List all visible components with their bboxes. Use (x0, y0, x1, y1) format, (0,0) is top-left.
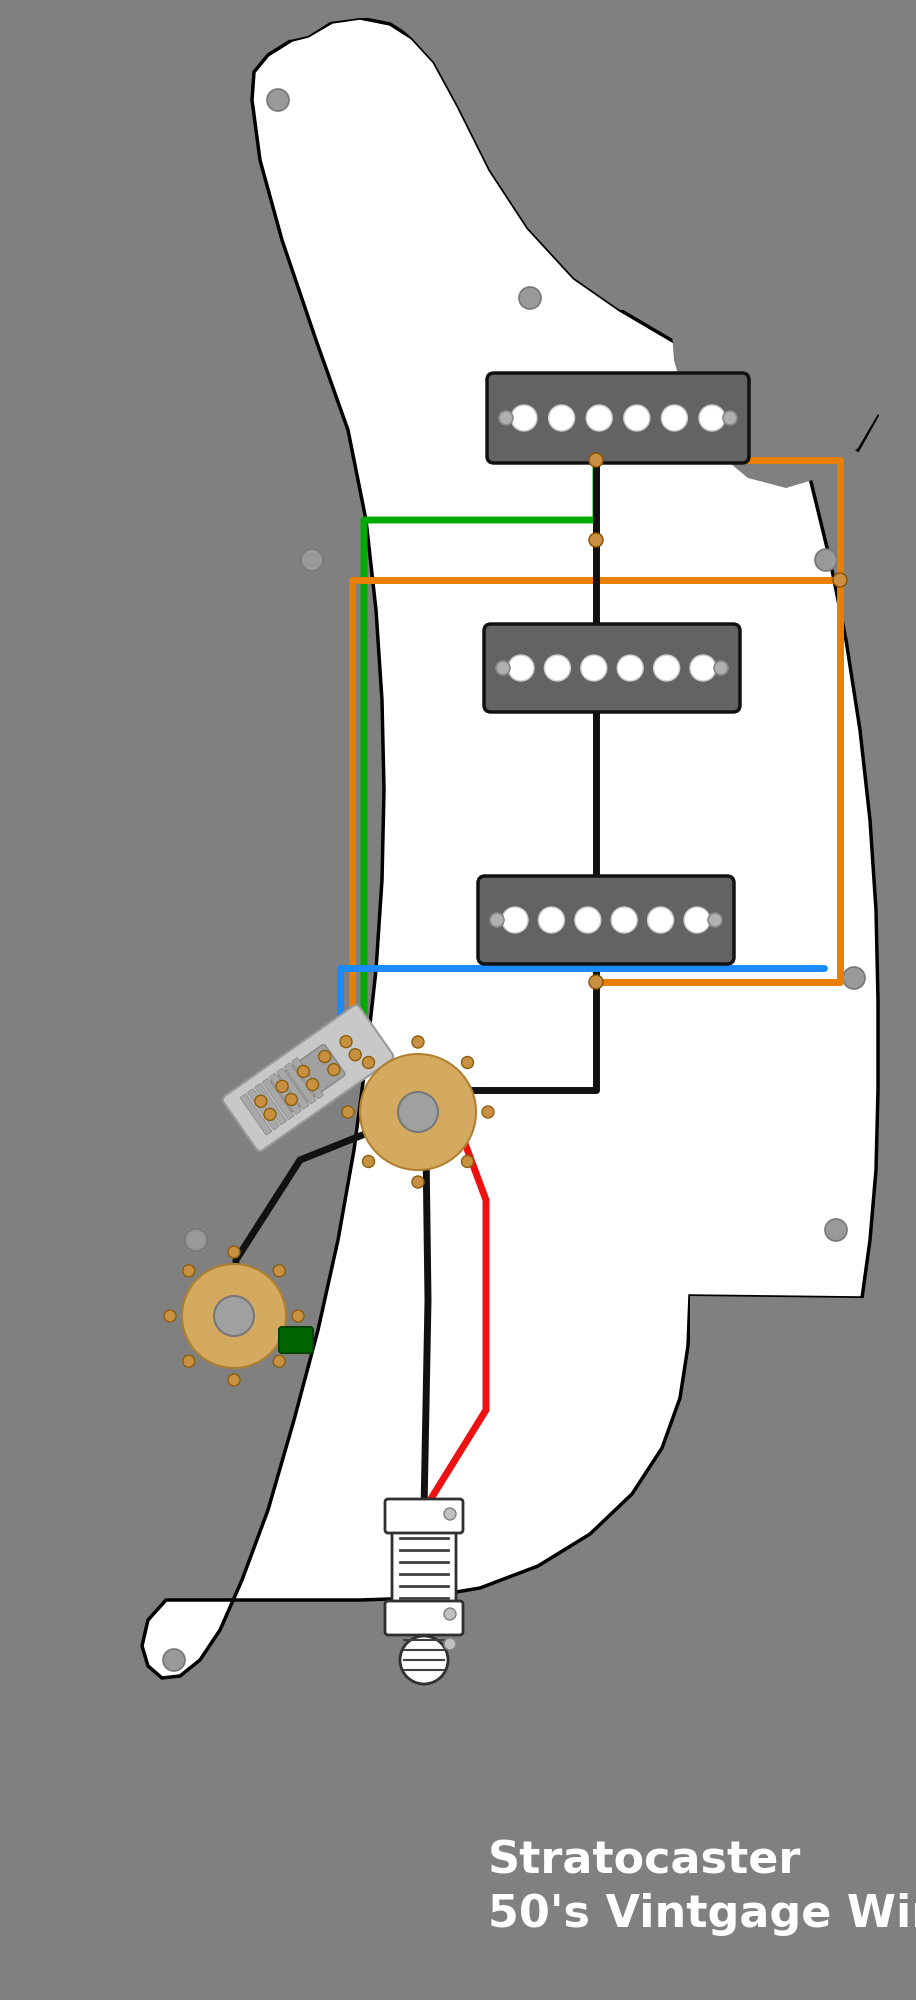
Circle shape (544, 656, 571, 680)
FancyBboxPatch shape (278, 1068, 309, 1110)
Circle shape (228, 1246, 240, 1258)
Circle shape (444, 1508, 456, 1520)
FancyBboxPatch shape (271, 1044, 345, 1112)
Circle shape (264, 1108, 276, 1120)
Circle shape (661, 404, 687, 432)
Circle shape (164, 1310, 176, 1322)
Circle shape (502, 908, 528, 932)
Circle shape (708, 912, 722, 928)
Circle shape (412, 1036, 424, 1048)
Circle shape (255, 1096, 267, 1108)
Circle shape (183, 1264, 195, 1276)
Circle shape (508, 656, 534, 680)
Circle shape (328, 1064, 340, 1076)
Circle shape (648, 908, 673, 932)
Circle shape (690, 656, 716, 680)
Circle shape (214, 1296, 254, 1336)
Circle shape (654, 656, 680, 680)
Circle shape (539, 908, 564, 932)
FancyBboxPatch shape (484, 624, 740, 712)
Circle shape (298, 1066, 310, 1078)
Circle shape (307, 1078, 319, 1090)
Circle shape (363, 1156, 375, 1168)
FancyBboxPatch shape (279, 1328, 313, 1352)
Circle shape (723, 412, 737, 426)
Circle shape (519, 286, 541, 308)
Polygon shape (142, 18, 910, 1678)
Circle shape (412, 1176, 424, 1188)
Circle shape (340, 1036, 352, 1048)
Circle shape (462, 1156, 474, 1168)
Polygon shape (290, 0, 916, 488)
Circle shape (276, 1080, 289, 1092)
Circle shape (833, 572, 847, 588)
Circle shape (699, 404, 725, 432)
Circle shape (589, 532, 603, 546)
Circle shape (185, 1228, 207, 1252)
FancyBboxPatch shape (292, 1058, 323, 1098)
Circle shape (273, 1264, 285, 1276)
Circle shape (575, 908, 601, 932)
Circle shape (285, 1094, 298, 1106)
Circle shape (228, 1374, 240, 1386)
Circle shape (714, 660, 728, 676)
Circle shape (589, 454, 603, 466)
Circle shape (462, 1056, 474, 1068)
FancyBboxPatch shape (240, 1094, 272, 1134)
Circle shape (684, 908, 710, 932)
Circle shape (490, 912, 504, 928)
FancyBboxPatch shape (392, 1522, 456, 1610)
FancyBboxPatch shape (255, 1084, 287, 1124)
FancyBboxPatch shape (478, 876, 734, 964)
Circle shape (815, 548, 837, 572)
Circle shape (319, 1050, 331, 1062)
Circle shape (589, 976, 603, 988)
Circle shape (549, 404, 574, 432)
Circle shape (499, 412, 513, 426)
FancyBboxPatch shape (262, 1078, 294, 1120)
Circle shape (182, 1264, 286, 1368)
Circle shape (444, 1608, 456, 1620)
Circle shape (611, 908, 638, 932)
Circle shape (342, 1106, 354, 1118)
Circle shape (163, 1648, 185, 1672)
FancyBboxPatch shape (285, 1062, 316, 1104)
Polygon shape (690, 1296, 916, 2000)
FancyBboxPatch shape (247, 1088, 279, 1130)
Circle shape (183, 1356, 195, 1368)
Circle shape (511, 404, 537, 432)
Text: Stratocaster
50's Vintgage Wiring: Stratocaster 50's Vintgage Wiring (488, 1840, 916, 1936)
Circle shape (617, 656, 643, 680)
Circle shape (400, 1636, 448, 1684)
Circle shape (624, 404, 649, 432)
Circle shape (398, 1092, 438, 1132)
FancyBboxPatch shape (487, 372, 749, 464)
FancyBboxPatch shape (269, 1074, 301, 1114)
Circle shape (273, 1356, 285, 1368)
Circle shape (496, 660, 510, 676)
Circle shape (349, 1048, 361, 1060)
Circle shape (843, 968, 865, 988)
Circle shape (363, 1056, 375, 1068)
Circle shape (825, 1218, 847, 1240)
Circle shape (301, 548, 323, 572)
Circle shape (444, 1638, 456, 1650)
Circle shape (267, 88, 289, 110)
Circle shape (360, 1054, 476, 1170)
Circle shape (292, 1310, 304, 1322)
Circle shape (581, 656, 606, 680)
FancyBboxPatch shape (385, 1500, 463, 1532)
FancyBboxPatch shape (385, 1600, 463, 1636)
Circle shape (482, 1106, 494, 1118)
Circle shape (586, 404, 612, 432)
FancyBboxPatch shape (223, 1006, 393, 1150)
